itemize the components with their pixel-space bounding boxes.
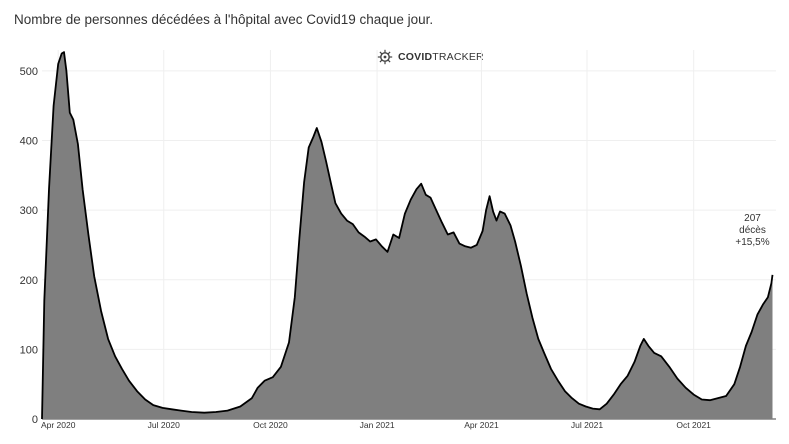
brand-light-text: TRACKER [432, 51, 484, 63]
y-tick-label: 500 [20, 66, 38, 78]
x-tick-label: Apr 2021 [464, 420, 499, 430]
y-axis: 0 100 200 300 400 500 [20, 66, 38, 426]
y-tick-label: 200 [20, 275, 38, 287]
y-tick-label: 0 [32, 414, 38, 426]
x-tick-label: Oct 2021 [676, 420, 711, 430]
y-tick-label: 400 [20, 136, 38, 148]
virus-icon [377, 49, 393, 65]
last-value-annotation: décès [739, 225, 766, 236]
last-value-annotation: +15,5% [735, 237, 769, 248]
x-tick-label: Apr 2020 [41, 420, 76, 430]
y-tick-label: 100 [20, 344, 38, 356]
x-tick-label: Jul 2020 [148, 420, 180, 430]
covidtracker-logo: COVIDTRACKER [377, 49, 484, 65]
x-tick-label: Jul 2021 [571, 420, 603, 430]
plot-area [41, 51, 774, 420]
y-tick-label: 300 [20, 205, 38, 217]
x-tick-label: Jan 2021 [360, 420, 395, 430]
brand-bold-text: COVID [398, 51, 433, 63]
deaths-area [42, 52, 773, 419]
x-tick-label: Oct 2020 [253, 420, 288, 430]
deaths-line [41, 51, 774, 420]
last-value-annotation: 207 [744, 213, 761, 224]
chart-title: Nombre de personnes décédées à l'hôpital… [14, 12, 434, 27]
x-axis: Apr 2020 Jul 2020 Oct 2020 Jan 2021 Apr 2021… [41, 420, 711, 430]
